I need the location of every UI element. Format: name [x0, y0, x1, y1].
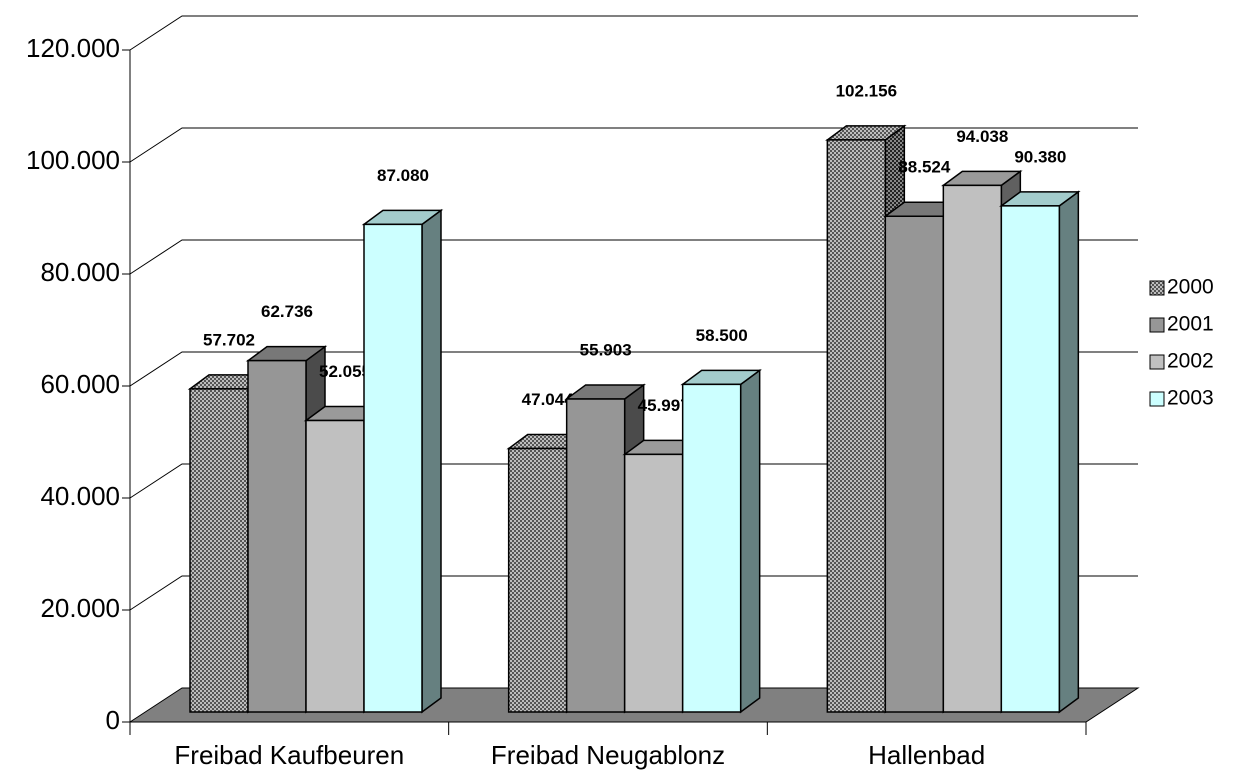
- data-label: 94.038: [956, 127, 1008, 146]
- bar-side: [739, 368, 761, 714]
- x-tick-label: Hallenbad: [868, 740, 985, 770]
- data-label: 45.997: [638, 396, 690, 415]
- bar-side: [1058, 190, 1080, 714]
- data-label: 57.702: [203, 330, 255, 349]
- legend-swatch: [1149, 354, 1165, 370]
- bar-front: [363, 223, 423, 713]
- grid-line: [129, 351, 1138, 387]
- bar-front: [884, 215, 945, 713]
- bar: [999, 190, 1081, 714]
- y-tick-label: 100.000: [26, 145, 120, 175]
- data-label: 102.156: [836, 81, 897, 100]
- bar-front: [1000, 205, 1061, 713]
- data-label: 55.903: [580, 340, 632, 359]
- y-tick-label: 120.000: [26, 33, 120, 63]
- legend-label: 2002: [1167, 350, 1214, 373]
- y-tick-label: 40.000: [40, 481, 120, 511]
- bar-side: [421, 208, 442, 714]
- grid-line: [129, 575, 1138, 611]
- y-tick-label: 0: [106, 705, 120, 735]
- x-tick-label: Freibad Neugablonz: [491, 740, 725, 770]
- x-tick-label: Freibad Kaufbeuren: [174, 740, 404, 770]
- data-label: 62.736: [261, 302, 313, 321]
- data-label: 52.055: [319, 362, 371, 381]
- legend-swatch: [1149, 317, 1165, 333]
- data-label: 47.044: [522, 390, 575, 409]
- bar-front: [623, 453, 684, 713]
- bar-front: [507, 447, 568, 713]
- bar-front: [565, 398, 626, 713]
- bar-front: [305, 419, 365, 713]
- bar: [361, 208, 444, 714]
- bar-front: [681, 383, 742, 713]
- bar-front: [189, 388, 249, 713]
- y-tick-label: 60.000: [40, 369, 120, 399]
- legend-label: 2000: [1167, 276, 1214, 299]
- grid-line: [129, 239, 1138, 275]
- legend-label: 2001: [1167, 313, 1214, 336]
- grid-line: [129, 127, 1138, 163]
- data-label: 87.080: [377, 166, 429, 185]
- legend-swatch: [1149, 391, 1165, 407]
- grid-line: [129, 15, 1138, 51]
- data-label: 90.380: [1014, 147, 1066, 166]
- bar-front: [247, 359, 307, 713]
- bar-front: [942, 184, 1003, 713]
- bar-front: [826, 139, 887, 713]
- grid-line: [129, 463, 1138, 499]
- y-tick-label: 80.000: [40, 257, 120, 287]
- legend-swatch: [1149, 280, 1165, 296]
- legend-label: 2003: [1167, 387, 1214, 410]
- data-label: 58.500: [696, 326, 748, 345]
- bar: [680, 368, 762, 714]
- data-label: 88.524: [898, 158, 951, 177]
- y-tick-label: 20.000: [40, 593, 120, 623]
